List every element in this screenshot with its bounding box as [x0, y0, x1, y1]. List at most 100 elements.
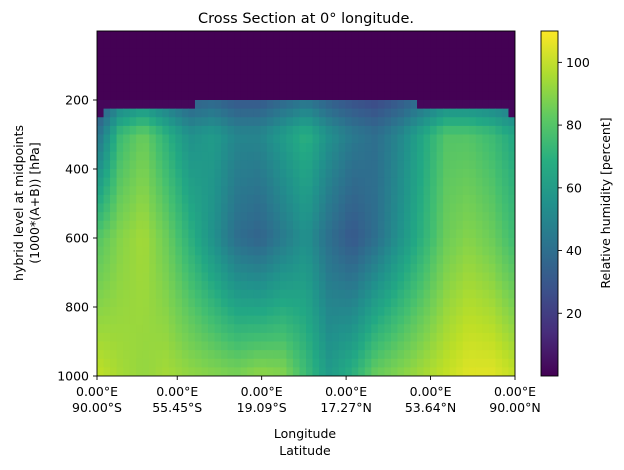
heatmap-cell [208, 246, 216, 256]
heatmap-cell [482, 100, 490, 110]
heatmap-cell [456, 281, 464, 291]
heatmap-cell [247, 194, 255, 205]
heatmap-cell [123, 56, 131, 67]
heatmap-cell [384, 151, 392, 161]
heatmap-cell [312, 117, 320, 127]
heatmap-cell [377, 100, 385, 110]
heatmap-cell [221, 289, 229, 299]
heatmap-cell [292, 350, 301, 360]
heatmap-cell [462, 281, 470, 291]
heatmap-cell [286, 289, 294, 299]
heatmap-cell [338, 169, 346, 179]
heatmap-cell [279, 324, 288, 334]
heatmap-cell [312, 177, 320, 187]
heatmap-cell [456, 125, 464, 136]
heatmap-cell [273, 194, 281, 205]
heatmap-cell [97, 39, 105, 49]
heatmap-cell [423, 358, 431, 368]
heatmap-cell [456, 143, 464, 153]
heatmap-cell [201, 82, 209, 92]
heatmap-cell [142, 289, 150, 299]
heatmap-cell [469, 117, 477, 127]
heatmap-cell [449, 91, 457, 101]
heatmap-cell [358, 65, 366, 75]
heatmap-cell [358, 143, 366, 153]
heatmap-cell [325, 358, 333, 368]
heatmap-cell [168, 160, 176, 170]
heatmap-cell [97, 263, 105, 274]
heatmap-cell [162, 160, 170, 170]
heatmap-cell [175, 281, 183, 291]
heatmap-cell [377, 298, 385, 308]
heatmap-cell [234, 220, 242, 230]
heatmap-cell [247, 108, 255, 118]
heatmap-cell [358, 367, 366, 376]
heatmap-cell [175, 74, 183, 84]
heatmap-cell [299, 134, 307, 144]
heatmap-cell [149, 65, 157, 75]
heatmap-cell [247, 31, 255, 41]
heatmap-cell [390, 229, 399, 239]
heatmap-cell [325, 65, 333, 75]
heatmap-cell [175, 134, 183, 144]
heatmap-cell [208, 281, 216, 291]
heatmap-cell [482, 246, 490, 256]
heatmap-cell [292, 108, 301, 118]
heatmap-cell [279, 315, 288, 325]
heatmap-cell [501, 151, 510, 161]
heatmap-cell [103, 220, 111, 230]
heatmap-cell [162, 212, 170, 222]
heatmap-cell [253, 358, 261, 368]
heatmap-cell [319, 307, 327, 317]
heatmap-cell [371, 229, 379, 239]
heatmap-cell [149, 263, 157, 274]
heatmap-cell [319, 74, 327, 84]
heatmap-cell [469, 160, 477, 170]
heatmap-cell [97, 315, 105, 325]
heatmap-cell [417, 272, 425, 282]
heatmap-cell [332, 332, 340, 343]
heatmap-cell [508, 238, 515, 248]
heatmap-cell [208, 177, 216, 187]
heatmap-cell [266, 194, 274, 205]
heatmap-cell [194, 220, 203, 230]
heatmap-cell [103, 56, 111, 67]
heatmap-cell [299, 332, 307, 343]
heatmap-cell [325, 117, 333, 127]
heatmap-cell [227, 39, 235, 49]
heatmap-cell [397, 91, 405, 101]
heatmap-cell [319, 324, 327, 334]
heatmap-cell [312, 134, 320, 144]
heatmap-cell [188, 177, 196, 187]
heatmap-cell [345, 194, 353, 205]
heatmap-cell [299, 238, 307, 248]
heatmap-cell [155, 177, 163, 187]
heatmap-cell [345, 272, 353, 282]
heatmap-cell [436, 203, 444, 213]
heatmap-cell [123, 350, 131, 360]
x-tick-label: 90.00°S [72, 400, 122, 415]
heatmap-cell [286, 91, 294, 101]
heatmap-cell [449, 263, 457, 274]
heatmap-cell [410, 315, 418, 325]
heatmap-cell [201, 91, 209, 101]
heatmap-cell [136, 315, 144, 325]
heatmap-cell [508, 272, 515, 282]
heatmap-cell [417, 91, 425, 101]
heatmap-cell [332, 48, 340, 58]
heatmap-cell [110, 350, 118, 360]
heatmap-cell [142, 324, 150, 334]
heatmap-cell [201, 358, 209, 368]
heatmap-cell [436, 298, 444, 308]
heatmap-cell [508, 229, 515, 239]
heatmap-cell [312, 203, 320, 213]
heatmap-cell [201, 315, 209, 325]
heatmap-cell [201, 255, 209, 265]
heatmap-cell [299, 255, 307, 265]
heatmap-cell [149, 341, 157, 351]
heatmap-cell [123, 48, 131, 58]
heatmap-cell [306, 281, 314, 291]
heatmap-cell [390, 238, 399, 248]
heatmap-cell [508, 289, 515, 299]
heatmap-cell [247, 160, 255, 170]
